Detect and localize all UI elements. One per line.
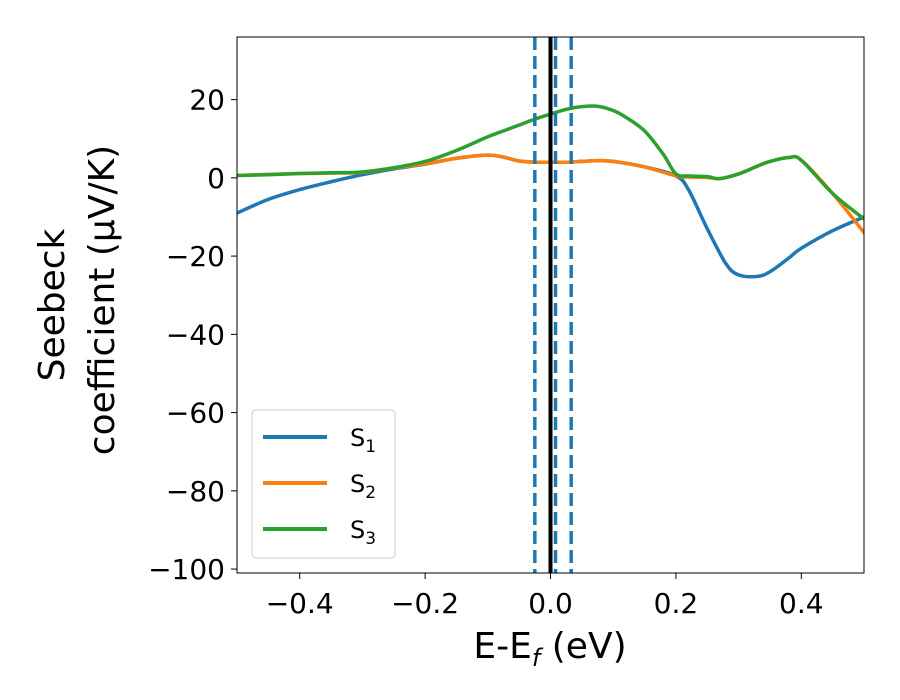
x-tick-label: −0.2 <box>391 587 459 620</box>
reference-lines <box>533 37 573 573</box>
x-tick-label: 0.2 <box>654 587 699 620</box>
y-tick-label: 0 <box>207 162 225 195</box>
x-axis-title: E-Ef (eV) <box>473 626 626 672</box>
legend: S1 S2 S3 <box>251 409 396 559</box>
y-tick-label: −80 <box>166 475 225 508</box>
y-tick-label: −20 <box>166 240 225 273</box>
legend-label-s2: S2 <box>350 470 376 503</box>
y-tick-label: −40 <box>166 318 225 351</box>
y-axis-title-line1: Seebeck <box>32 228 73 381</box>
y-tick-label: −100 <box>148 553 225 586</box>
legend-entries: S1 S2 S3 <box>263 424 376 549</box>
y-axis-ticks: 20 0 −20 −40 −60 −80 −100 <box>148 84 237 586</box>
x-axis-title-main: E-E <box>473 626 531 667</box>
y-tick-label: −60 <box>166 397 225 430</box>
x-tick-label: 0.0 <box>528 587 573 620</box>
x-tick-label: −0.4 <box>266 587 334 620</box>
legend-label-s3: S3 <box>350 516 376 549</box>
series-line-s3 <box>237 104 864 221</box>
legend-label-s1: S1 <box>350 424 376 457</box>
series-lines <box>237 104 864 279</box>
y-tick-label: 20 <box>189 84 225 117</box>
x-axis-title-tail: (eV) <box>540 626 626 667</box>
x-tick-label: 0.4 <box>779 587 824 620</box>
x-axis-ticks: −0.4 −0.2 0.0 0.2 0.4 <box>266 573 824 620</box>
y-axis-title-line2: coefficient (μV/K) <box>82 145 123 455</box>
y-axis-title: Seebeck coefficient (μV/K) <box>32 145 123 455</box>
